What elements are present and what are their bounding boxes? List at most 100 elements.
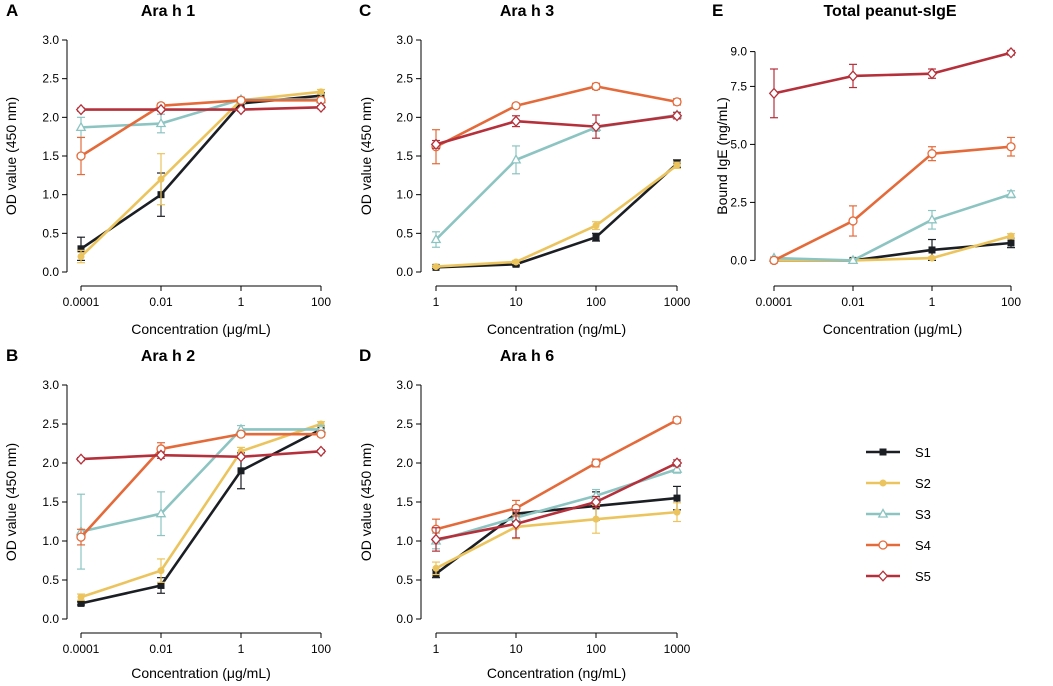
data-point (590, 496, 602, 508)
series-line (435, 418, 678, 531)
data-point (592, 222, 600, 230)
panel-letter: A (6, 1, 18, 20)
y-tick-label: 3.0 (396, 33, 413, 47)
y-tick-label: 0.0 (396, 612, 413, 626)
y-tick-label: 9.0 (730, 45, 747, 59)
y-tick-label: 2.5 (396, 417, 413, 431)
data-point (926, 67, 938, 80)
data-point (155, 117, 167, 128)
x-tick-label: 100 (311, 295, 331, 309)
data-point (317, 88, 325, 96)
series-s5 (430, 457, 683, 552)
series-line (773, 51, 1012, 95)
y-tick-label: 7.5 (730, 79, 747, 93)
y-tick-label: 1.5 (396, 495, 413, 509)
y-tick-label: 3.0 (396, 378, 413, 392)
y-tick-label: 2.0 (396, 456, 413, 470)
data-point (77, 245, 85, 253)
x-tick-label: 0.01 (149, 295, 173, 309)
y-tick-label: 0.0 (42, 265, 59, 279)
x-tick-label: 100 (586, 642, 606, 656)
y-tick-label: 0.5 (42, 226, 59, 240)
data-point (926, 213, 938, 224)
legend-item-s1: S1 (866, 445, 931, 460)
data-point (1006, 142, 1016, 152)
data-point (592, 515, 600, 523)
series-line (80, 450, 322, 461)
x-tick-label: 1 (433, 295, 440, 309)
data-point (512, 258, 520, 266)
data-point (430, 138, 442, 151)
series-line (81, 105, 322, 111)
series-s3 (768, 188, 1017, 265)
series-line (773, 145, 1012, 262)
x-tick-label: 100 (311, 642, 331, 656)
data-point (75, 103, 87, 116)
data-point (591, 458, 601, 468)
legend-marker (879, 448, 887, 456)
data-point (1007, 239, 1015, 247)
data-point (673, 494, 681, 502)
legend-marker (878, 540, 888, 550)
data-point (671, 110, 683, 122)
y-tick-label: 2.5 (730, 195, 747, 209)
series-s4 (76, 429, 326, 546)
panel-title: Ara h 2 (141, 348, 195, 365)
panel-title: Ara h 3 (500, 3, 554, 20)
x-tick-label: 0.0001 (63, 295, 100, 309)
y-tick-label: 1.5 (42, 495, 59, 509)
data-point (236, 95, 246, 105)
x-tick-label: 1000 (664, 295, 691, 309)
x-axis-label: Concentration (μg/mL) (131, 321, 271, 337)
series-line (80, 99, 321, 158)
x-axis-label: Concentration (μg/mL) (823, 321, 963, 337)
data-point (1007, 232, 1015, 240)
series-s5 (768, 46, 1017, 119)
y-tick-label: 1.0 (396, 534, 413, 548)
data-point (671, 457, 683, 469)
y-tick-label: 0.5 (396, 226, 413, 240)
legend-item-s3: S3 (866, 507, 931, 522)
y-tick-label: 3.0 (42, 33, 59, 47)
data-point (155, 103, 167, 116)
x-tick-label: 10 (509, 295, 523, 309)
series-s4 (431, 415, 682, 541)
y-tick-label: 0.0 (42, 612, 59, 626)
legend-label: S1 (915, 445, 931, 460)
panel-c: C Ara h 3 0.0 0.5 1.0 1.5 2.0 2.5 3.0 OD value (4… (358, 1, 691, 337)
x-tick-label: 1 (238, 642, 245, 656)
x-tick-label: 0.0001 (63, 642, 100, 656)
y-axis-label: OD value (450 nm) (358, 97, 374, 215)
data-point (673, 161, 681, 169)
y-tick-label: 2.5 (396, 72, 413, 86)
series-s5 (430, 110, 683, 151)
data-point (235, 450, 247, 463)
series-s1 (432, 159, 681, 271)
series-line (80, 428, 322, 605)
legend-marker (877, 570, 889, 582)
data-point (1005, 46, 1017, 59)
x-tick-label: 100 (1001, 295, 1021, 309)
data-point (157, 175, 165, 183)
legend-label: S2 (915, 476, 931, 491)
series-s5 (75, 101, 327, 116)
x-tick-label: 1000 (664, 642, 691, 656)
data-point (672, 415, 682, 425)
x-tick-label: 1 (929, 295, 936, 309)
x-axis-label: Concentration (μg/mL) (131, 665, 271, 681)
y-tick-label: 2.5 (42, 72, 59, 86)
data-point (847, 70, 859, 82)
series-line (80, 432, 321, 538)
x-tick-label: 0.0001 (756, 295, 793, 309)
x-tick-label: 0.01 (149, 642, 173, 656)
data-point (76, 151, 86, 161)
data-point (768, 87, 780, 100)
data-point (591, 81, 601, 92)
data-point (157, 581, 165, 589)
x-tick-label: 1 (433, 642, 440, 656)
series-s5 (75, 445, 327, 465)
y-tick-label: 5.0 (730, 137, 747, 151)
panel-a: A Ara h 1 0.0 0.5 1.0 1.5 2.0 2.5 3.0 OD value (4… (3, 1, 331, 337)
x-axis-label: Concentration (ng/mL) (487, 321, 626, 337)
